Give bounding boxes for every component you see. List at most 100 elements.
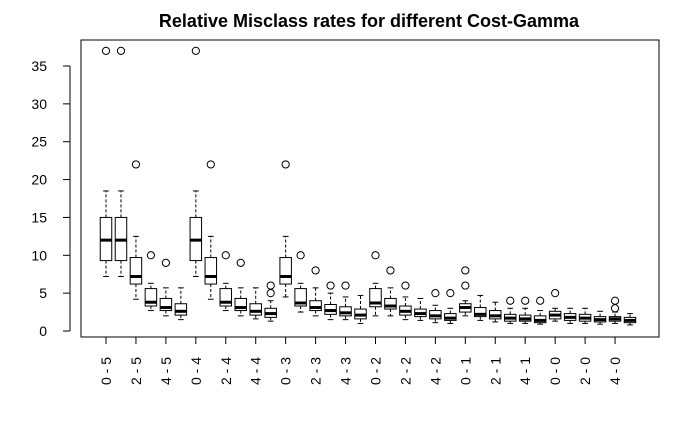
box-10 bbox=[234, 258, 247, 317]
outlier-point bbox=[341, 281, 350, 290]
box-iqr bbox=[294, 288, 307, 307]
outlier-point bbox=[296, 251, 305, 260]
outlier-point bbox=[281, 160, 290, 169]
box-1 bbox=[99, 46, 113, 277]
outlier-point bbox=[446, 289, 455, 298]
outlier-point bbox=[236, 258, 245, 267]
box-iqr bbox=[309, 300, 322, 312]
box-iqr bbox=[144, 288, 158, 307]
box-series bbox=[99, 46, 637, 326]
y-tick-label: 25 bbox=[31, 134, 47, 150]
y-tick-label: 15 bbox=[31, 209, 47, 225]
x-axis: 0 - 5 2 - 5 4 - 5 0 - 4 2 - 4 4 - 4 0 - 3 2 - 3… bbox=[98, 336, 623, 385]
outlier-point bbox=[131, 160, 141, 169]
x-tick-label: 4 - 2 bbox=[427, 357, 443, 385]
box-13 bbox=[279, 160, 292, 298]
box-iqr bbox=[369, 288, 382, 308]
box-8 bbox=[204, 160, 218, 300]
outlier-point bbox=[461, 281, 470, 290]
box-5 bbox=[159, 258, 173, 317]
box-9 bbox=[219, 251, 233, 312]
x-tick-label: 4 - 3 bbox=[338, 357, 354, 385]
x-tick-label: 0 - 4 bbox=[188, 357, 204, 385]
y-axis: 0 5 10 15 20 25 30 35 bbox=[31, 58, 71, 339]
box-iqr bbox=[159, 297, 173, 312]
outlier-point bbox=[266, 289, 275, 298]
box-7 bbox=[189, 46, 203, 277]
box-iqr bbox=[204, 257, 218, 285]
box-26 bbox=[474, 294, 487, 321]
x-tick-label: 0 - 3 bbox=[278, 357, 294, 385]
y-tick-label: 20 bbox=[31, 172, 47, 188]
x-tick-label: 2 - 0 bbox=[577, 357, 593, 385]
outlier-point bbox=[431, 289, 440, 298]
x-tick-label: 0 - 5 bbox=[98, 357, 114, 385]
outlier-point bbox=[610, 304, 620, 313]
outlier-point bbox=[266, 281, 275, 290]
outlier-point bbox=[311, 266, 320, 275]
outlier-point bbox=[461, 266, 470, 275]
x-tick-label: 2 - 2 bbox=[397, 357, 413, 385]
x-tick-label: 2 - 5 bbox=[128, 357, 144, 385]
outlier-point bbox=[506, 296, 515, 305]
box-32 bbox=[563, 307, 577, 324]
box-33 bbox=[578, 307, 592, 324]
outlier-point bbox=[206, 160, 215, 169]
y-tick-label: 35 bbox=[31, 58, 47, 74]
box-11 bbox=[249, 287, 262, 320]
outlier-point bbox=[386, 266, 395, 275]
x-tick-label: 2 - 4 bbox=[218, 357, 234, 385]
y-tick-label: 5 bbox=[39, 285, 47, 301]
outlier-point bbox=[551, 289, 560, 298]
box-4 bbox=[144, 251, 158, 312]
box-15 bbox=[309, 266, 322, 317]
box-iqr bbox=[474, 307, 487, 318]
box-iqr bbox=[339, 306, 352, 317]
box-iqr bbox=[219, 288, 233, 307]
outlier-point bbox=[401, 281, 410, 290]
box-iqr bbox=[384, 297, 397, 310]
x-tick-label: 4 - 4 bbox=[248, 357, 264, 385]
outlier-point bbox=[536, 296, 545, 305]
y-tick-label: 30 bbox=[31, 96, 47, 112]
x-tick-label: 2 - 3 bbox=[308, 357, 324, 385]
box-iqr bbox=[234, 297, 247, 312]
box-17 bbox=[339, 281, 352, 321]
box-36 bbox=[623, 313, 637, 326]
box-35 bbox=[608, 296, 622, 324]
box-24 bbox=[444, 289, 457, 324]
box-2 bbox=[114, 46, 128, 277]
box-iqr bbox=[129, 257, 143, 285]
box-18 bbox=[354, 294, 367, 324]
box-23 bbox=[429, 289, 442, 324]
box-20 bbox=[384, 266, 397, 317]
outlier-point bbox=[610, 296, 620, 305]
box-19 bbox=[369, 251, 382, 317]
box-25 bbox=[459, 266, 472, 317]
chart-title: Relative Misclass rates for different Co… bbox=[159, 11, 580, 31]
box-14 bbox=[294, 251, 307, 313]
box-6 bbox=[174, 287, 188, 321]
outlier-point bbox=[191, 46, 200, 55]
outlier-point bbox=[146, 251, 156, 260]
box-iqr bbox=[249, 303, 262, 316]
outlier-point bbox=[521, 296, 530, 305]
box-12 bbox=[264, 281, 277, 322]
box-30 bbox=[533, 296, 547, 325]
x-tick-label: 0 - 2 bbox=[367, 357, 383, 385]
box-27 bbox=[489, 301, 502, 323]
box-29 bbox=[518, 296, 532, 324]
outlier-point bbox=[326, 281, 335, 290]
box-3 bbox=[129, 160, 143, 300]
box-34 bbox=[593, 310, 607, 325]
x-tick-label: 4 - 1 bbox=[517, 357, 533, 385]
y-tick-label: 0 bbox=[39, 323, 47, 339]
box-iqr bbox=[279, 257, 292, 285]
x-tick-label: 0 - 0 bbox=[547, 357, 563, 385]
x-tick-label: 2 - 1 bbox=[487, 357, 503, 385]
box-31 bbox=[548, 289, 562, 322]
y-tick-label: 10 bbox=[31, 247, 47, 263]
outlier-point bbox=[101, 46, 111, 55]
outlier-point bbox=[161, 258, 170, 267]
